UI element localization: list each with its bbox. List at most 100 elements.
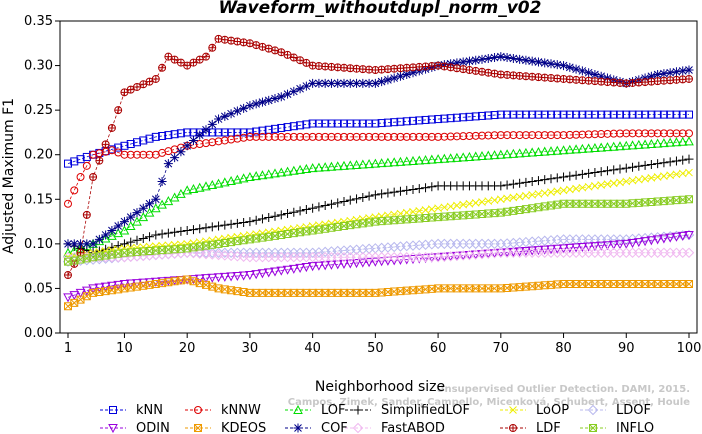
point-simplifiedlof-12 [132,235,142,245]
legend-item-ldf: LDF [500,421,561,434]
point-fastabod-25 [213,249,224,261]
point-loop-56 [409,207,417,216]
point-loop-71 [503,194,511,203]
legend-marker-simplifiedlof [353,405,363,415]
point-knnw-92 [634,129,643,138]
point-loop-78 [547,188,555,197]
point-knnw-86 [597,130,606,139]
point-simplifiedlof-43 [326,199,336,209]
point-lof-85 [590,142,600,153]
point-lof-14 [144,207,155,217]
point-knn-31 [252,127,261,136]
point-odin-4 [81,286,92,296]
point-knnw-4 [82,161,91,170]
point-loop-65 [465,199,474,208]
legend-marker-fastabod [352,422,364,434]
point-odin-86 [596,241,607,251]
point-knnw-98 [672,129,681,138]
point-knnw-24 [208,138,217,147]
point-lof-7 [100,233,111,243]
point-odin-27 [226,272,236,282]
point-loop-74 [522,191,530,200]
point-ldf-16 [158,63,167,72]
point-knn-61 [440,114,449,123]
point-cof-17 [163,159,173,169]
legend-item-fastabod: FastABOD [345,421,445,434]
point-fastabod-26 [219,250,231,261]
point-knn-85 [590,110,599,119]
point-knn-43 [327,119,336,128]
point-knn-10 [120,141,129,150]
point-lof-90 [621,140,632,150]
x-axis-label: Neighborhood size [315,379,445,395]
point-odin-47 [351,259,362,269]
point-knnw-71 [503,131,512,140]
point-lof-40 [307,163,318,173]
point-simplifiedlof-97 [665,157,675,167]
point-simplifiedlof-26 [220,220,230,230]
point-knn-47 [352,119,361,128]
point-knn-58 [421,115,430,124]
point-simplifiedlof-80 [559,172,569,182]
point-loop-64 [459,200,468,209]
point-cof-72 [508,53,518,63]
point-lof-93 [640,139,650,149]
plot-frame [59,20,698,334]
x-tick-label-3: 30 [242,341,259,356]
point-cof-94 [646,71,656,81]
point-odin-31 [251,270,262,280]
point-cof-95 [653,69,663,79]
point-knnw-46 [346,132,355,141]
point-cof-40 [308,78,318,88]
point-knn-82 [572,110,581,119]
point-cof-47 [352,78,362,88]
point-simplifiedlof-30 [245,217,255,227]
point-knn-73 [515,110,524,119]
point-odin-3 [75,288,86,298]
point-cof-56 [408,68,418,78]
point-loop-61 [440,203,449,212]
point-lof-8 [107,230,117,240]
point-knn-14 [145,134,154,143]
point-cof-65 [464,56,474,66]
point-simplifiedlof-98 [671,156,681,166]
point-knnw-69 [490,131,499,140]
point-knnw-62 [446,132,455,141]
point-lof-57 [414,155,425,165]
point-odin-37 [288,264,299,274]
legend-item-ldof: LDOF [580,403,651,418]
point-simplifiedlof-20 [182,225,192,235]
point-odin-34 [270,267,280,277]
point-ldf-24 [208,43,217,52]
point-simplifiedlof-71 [502,180,512,190]
point-odin-96 [659,234,669,244]
point-knn-52 [383,118,392,127]
point-simplifiedlof-10 [119,239,129,249]
point-knn-49 [365,119,374,128]
point-cof-75 [527,56,537,66]
point-odin-50 [370,257,381,267]
point-simplifiedlof-42 [320,201,330,211]
x-tick-label-10: 100 [677,341,702,356]
point-lof-71 [502,149,512,159]
point-cof-29 [239,103,249,113]
point-odin-87 [602,241,613,251]
point-knnw-11 [126,150,135,159]
point-loop-92 [634,175,643,184]
point-lof-63 [452,152,462,162]
point-simplifiedlof-53 [389,187,399,197]
point-lof-51 [376,158,387,168]
point-lof-64 [458,152,469,162]
point-lof-31 [251,171,262,181]
point-lof-1 [63,247,73,257]
point-loop-76 [534,190,543,198]
point-knnw-22 [195,140,204,149]
point-knnw-31 [252,132,261,141]
series-line-ldof [67,234,690,263]
point-simplifiedlof-24 [207,222,217,232]
point-knn-26 [220,128,229,137]
point-cof-87 [602,73,612,83]
point-cof-78 [546,59,556,69]
point-simplifiedlof-92 [634,161,644,171]
point-odin-58 [420,254,431,264]
